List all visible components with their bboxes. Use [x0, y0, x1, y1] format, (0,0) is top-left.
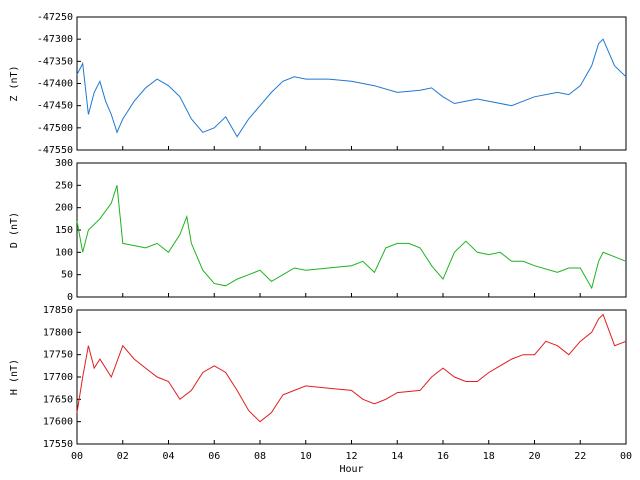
y-tick-label: 200 [55, 203, 73, 214]
y-tick-label: 17750 [43, 350, 73, 361]
x-tick-label: 00 [71, 451, 83, 462]
y-axis-label: H (nT) [9, 359, 20, 395]
x-tick-label: 16 [437, 451, 449, 462]
x-tick-label: 06 [208, 451, 220, 462]
y-axis-label: Z (nT) [9, 65, 20, 101]
x-axis-label: Hour [339, 464, 363, 475]
y-tick-label: -47300 [37, 34, 73, 45]
y-tick-label: 17700 [43, 372, 73, 383]
y-tick-label: -47500 [37, 123, 73, 134]
data-line [76, 185, 627, 290]
data-line [76, 313, 627, 423]
x-tick-label: 18 [483, 451, 495, 462]
y-tick-label: 250 [55, 180, 73, 191]
y-tick-label: -47450 [37, 101, 73, 112]
data-line [76, 38, 627, 138]
y-tick-label: 17550 [43, 439, 73, 450]
y-axis-label: D (nT) [9, 212, 20, 248]
panel-frame [76, 16, 627, 151]
x-tick-label: 12 [345, 451, 357, 462]
y-tick-label: 50 [61, 270, 73, 281]
y-tick-label: 0 [67, 292, 73, 303]
y-tick-label: 300 [55, 158, 73, 169]
panel-frame [76, 309, 627, 445]
y-tick-label: 150 [55, 225, 73, 236]
x-tick-label: 00 [620, 451, 632, 462]
x-tick-label: 20 [528, 451, 540, 462]
y-tick-label: 17800 [43, 327, 73, 338]
y-tick-label: -47400 [37, 79, 73, 90]
y-tick-label: 100 [55, 247, 73, 258]
panel-frame [76, 162, 627, 298]
y-tick-label: -47350 [37, 56, 73, 67]
x-tick-label: 14 [391, 451, 403, 462]
x-tick-label: 10 [300, 451, 312, 462]
y-tick-label: -47250 [37, 12, 73, 23]
y-tick-label: -47550 [37, 145, 73, 156]
y-tick-label: 17850 [43, 305, 73, 316]
y-tick-label: 17600 [43, 417, 73, 428]
x-tick-label: 22 [574, 451, 586, 462]
x-tick-label: 04 [162, 451, 174, 462]
y-tick-label: 17650 [43, 394, 73, 405]
x-tick-label: 02 [117, 451, 129, 462]
x-tick-label: 08 [254, 451, 266, 462]
